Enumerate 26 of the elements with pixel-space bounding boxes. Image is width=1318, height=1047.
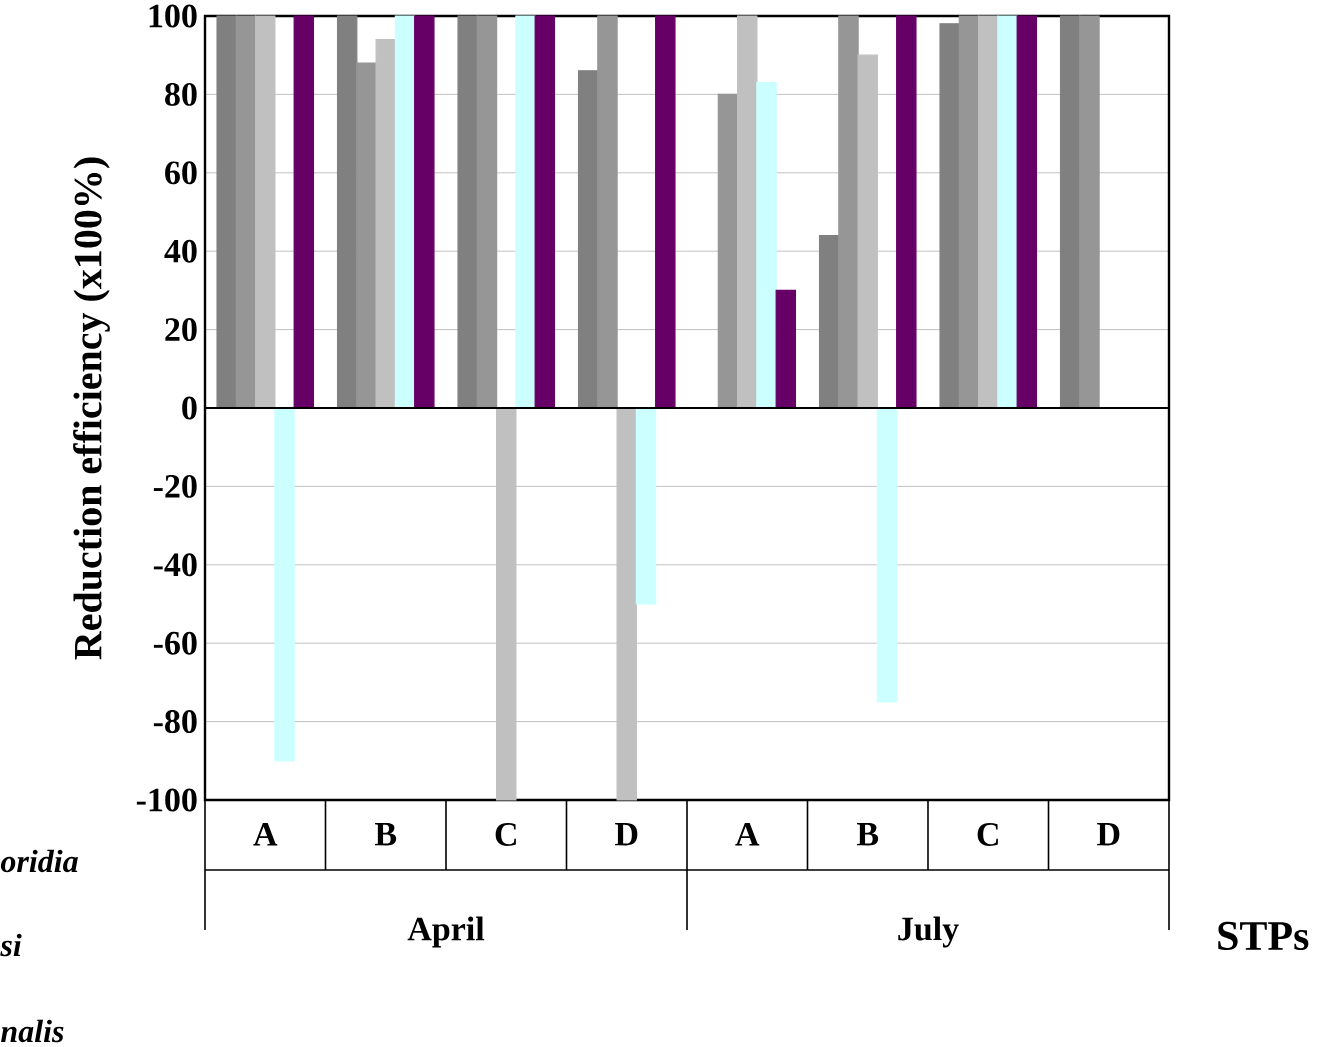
text: oridia [0,849,78,873]
y-tick-label: -20 [153,474,197,498]
y-tick-label: -60 [153,631,197,655]
text: April [407,916,485,948]
y-tick-label: 0 [182,396,197,420]
y-tick-label: 100 [149,4,197,28]
x-tick-label: C [977,823,998,846]
x-tick-label: A [735,823,760,846]
y-tick-label: 60 [165,161,197,185]
x-tick-label: B [374,823,397,846]
y-tick-label: 40 [164,239,197,263]
x-tick-label: D [1097,823,1120,846]
x-tick-label: B [856,823,879,846]
y-axis-title: Reduction efficiency (x100%) [73,157,110,660]
x-tick-label: D [615,823,638,846]
text: nalis [1,1019,64,1043]
x-tick-label: A [253,823,278,846]
text: July [898,916,959,948]
x-tick-label: C [495,823,516,846]
y-tick-label: 80 [165,82,197,106]
y-tick-label: -100 [136,788,197,812]
y-tick-label: -80 [153,710,197,734]
x-axis-title: STPs [1218,921,1309,951]
y-tick-label: -40 [153,553,197,577]
text: si [0,933,22,957]
y-tick-label: 20 [165,318,197,342]
